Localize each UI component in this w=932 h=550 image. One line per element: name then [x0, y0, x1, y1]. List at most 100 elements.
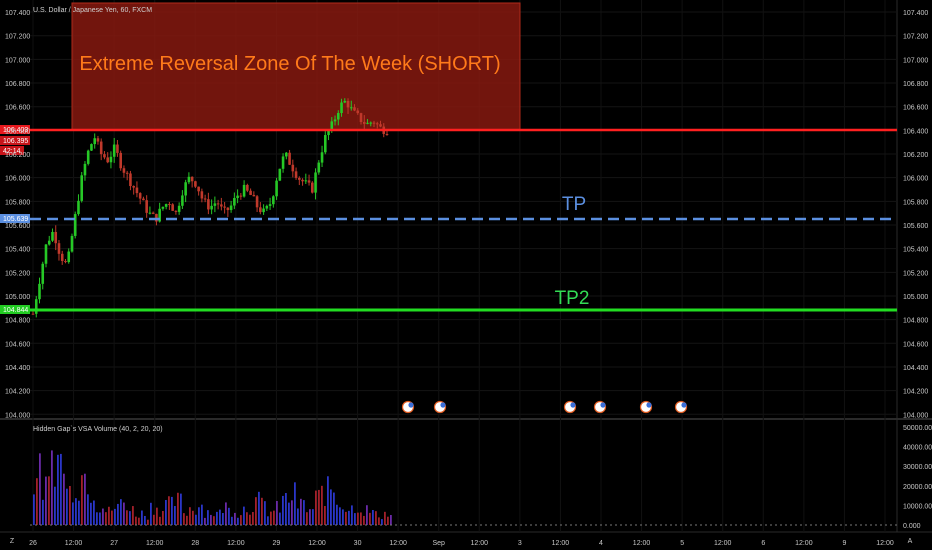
volume-tick-label[interactable]: 10000.000: [903, 503, 932, 510]
time-tick-label[interactable]: 3: [518, 540, 522, 547]
volume-bar: [126, 510, 128, 525]
volume-tick-label[interactable]: 50000.000: [903, 425, 932, 432]
volume-tick-label[interactable]: 20000.000: [903, 484, 932, 491]
price-tick-label-right[interactable]: 107.400: [903, 10, 928, 17]
volume-bar: [384, 511, 386, 525]
price-tick-label-right[interactable]: 105.800: [903, 199, 928, 206]
economic-event-icon[interactable]: [433, 400, 447, 414]
price-tick-label[interactable]: 104.200: [5, 389, 30, 396]
economic-event-icon[interactable]: [639, 400, 653, 414]
time-tick-label[interactable]: 29: [273, 540, 281, 547]
economic-event-icon[interactable]: [563, 400, 577, 414]
price-tick-label-right[interactable]: 104.000: [903, 412, 928, 419]
price-tick-label-right[interactable]: 106.200: [903, 152, 928, 159]
event-markers[interactable]: [401, 400, 688, 414]
volume-bar: [219, 509, 221, 525]
volume-axis-ticks[interactable]: 50000.000 40000.000 30000.000 20000.000 1000…: [903, 425, 932, 530]
candle-body: [161, 206, 165, 209]
indicator-title: Hidden Gap`s VSA Volume (40, 2, 20, 20): [33, 426, 163, 433]
time-tick-label[interactable]: 27: [110, 540, 118, 547]
time-tick-label[interactable]: 12:00: [227, 540, 245, 547]
candle-body: [336, 113, 340, 120]
candle-body: [268, 204, 272, 206]
volume-bar: [57, 454, 59, 525]
time-tick-label[interactable]: 9: [842, 540, 846, 547]
price-tick-label-right[interactable]: 105.000: [903, 294, 928, 301]
auto-scale-toggle[interactable]: A: [908, 538, 913, 545]
price-tick-label[interactable]: 107.400: [5, 10, 30, 17]
time-tick-label[interactable]: Sep: [432, 540, 445, 547]
price-tick-label-right[interactable]: 105.400: [903, 247, 928, 254]
price-tick-label[interactable]: 106.600: [5, 105, 30, 112]
time-tick-label[interactable]: 30: [354, 540, 362, 547]
price-tick-label-right[interactable]: 106.600: [903, 105, 928, 112]
price-tick-label[interactable]: 107.000: [5, 57, 30, 64]
time-tick-label[interactable]: 12:00: [552, 540, 570, 547]
price-tick-label[interactable]: 105.400: [5, 247, 30, 254]
price-tick-label[interactable]: 106.200: [5, 152, 30, 159]
price-tick-label[interactable]: 106.000: [5, 176, 30, 183]
price-tick-label-right[interactable]: 105.600: [903, 223, 928, 230]
price-tick-label-right[interactable]: 105.200: [903, 270, 928, 277]
volume-tick-label[interactable]: 0.000: [903, 523, 921, 530]
economic-event-icon[interactable]: [593, 400, 607, 414]
time-tick-label[interactable]: 12:00: [471, 540, 489, 547]
price-tick-label-right[interactable]: 104.800: [903, 318, 928, 325]
time-tick-label[interactable]: 12:00: [633, 540, 651, 547]
price-tick-label[interactable]: 105.800: [5, 199, 30, 206]
price-tick-label[interactable]: 105.600: [5, 223, 30, 230]
time-axis-ticks[interactable]: 26 12:00 27 12:00 28 12:00 29 12:00 30 12:00 Sep 12…: [29, 540, 894, 547]
price-tick-label-right[interactable]: 104.400: [903, 365, 928, 372]
time-tick-label[interactable]: 12:00: [65, 540, 83, 547]
price-axis-ticks[interactable]: 107.400 107.200 107.000 106.800 106.600 106.4…: [5, 10, 928, 419]
price-tick-label[interactable]: 105.200: [5, 270, 30, 277]
price-tick-label-right[interactable]: 107.200: [903, 34, 928, 41]
price-tick-label-right[interactable]: 104.200: [903, 389, 928, 396]
reversal-zone-rect[interactable]: [71, 2, 521, 131]
candle-body: [158, 208, 161, 222]
price-tick-label[interactable]: 107.200: [5, 34, 30, 41]
volume-pane[interactable]: [0, 420, 897, 532]
time-tick-label[interactable]: 12:00: [308, 540, 326, 547]
time-tick-label[interactable]: 12:00: [389, 540, 407, 547]
volume-tick-label[interactable]: 30000.000: [903, 464, 932, 471]
volume-bar: [324, 506, 326, 525]
price-tick-label-right[interactable]: 107.000: [903, 57, 928, 64]
economic-event-icon[interactable]: [674, 400, 688, 414]
volume-tick-label[interactable]: 40000.000: [903, 445, 932, 452]
time-tick-label[interactable]: 28: [191, 540, 199, 547]
price-tick-label-right[interactable]: 106.400: [903, 128, 928, 135]
price-tick-label[interactable]: 104.800: [5, 318, 30, 325]
price-tick-label[interactable]: 104.400: [5, 365, 30, 372]
candle-body: [323, 135, 327, 153]
candle-body: [333, 119, 337, 122]
candle-body: [190, 176, 194, 182]
price-tick-label[interactable]: 106.400: [5, 128, 30, 135]
candle-body: [86, 150, 90, 164]
time-tick-label[interactable]: 4: [599, 540, 603, 547]
time-tick-label[interactable]: 26: [29, 540, 37, 547]
price-tick-label-right[interactable]: 106.000: [903, 176, 928, 183]
volume-bar: [381, 519, 383, 525]
candle-body: [138, 193, 142, 199]
volume-bar: [39, 453, 41, 525]
countdown-text: 42:14: [3, 148, 21, 155]
candle-body: [64, 260, 67, 263]
price-tick-label[interactable]: 104.600: [5, 341, 30, 348]
time-tick-label[interactable]: 12:00: [795, 540, 813, 547]
time-tick-label[interactable]: 12:00: [876, 540, 894, 547]
time-tick-label[interactable]: 6: [761, 540, 765, 547]
candle-body: [375, 123, 379, 125]
price-tick-label[interactable]: 106.800: [5, 81, 30, 88]
price-tick-label[interactable]: 105.000: [5, 294, 30, 301]
time-tick-label[interactable]: 5: [680, 540, 684, 547]
price-tick-label-right[interactable]: 104.600: [903, 341, 928, 348]
zoom-toggle[interactable]: Z: [10, 538, 15, 545]
economic-event-icon[interactable]: [401, 400, 415, 414]
price-tick-label[interactable]: 104.000: [5, 412, 30, 419]
time-tick-label[interactable]: 12:00: [146, 540, 164, 547]
volume-bar: [270, 511, 272, 525]
price-tick-label-right[interactable]: 106.800: [903, 81, 928, 88]
time-tick-label[interactable]: 12:00: [714, 540, 732, 547]
